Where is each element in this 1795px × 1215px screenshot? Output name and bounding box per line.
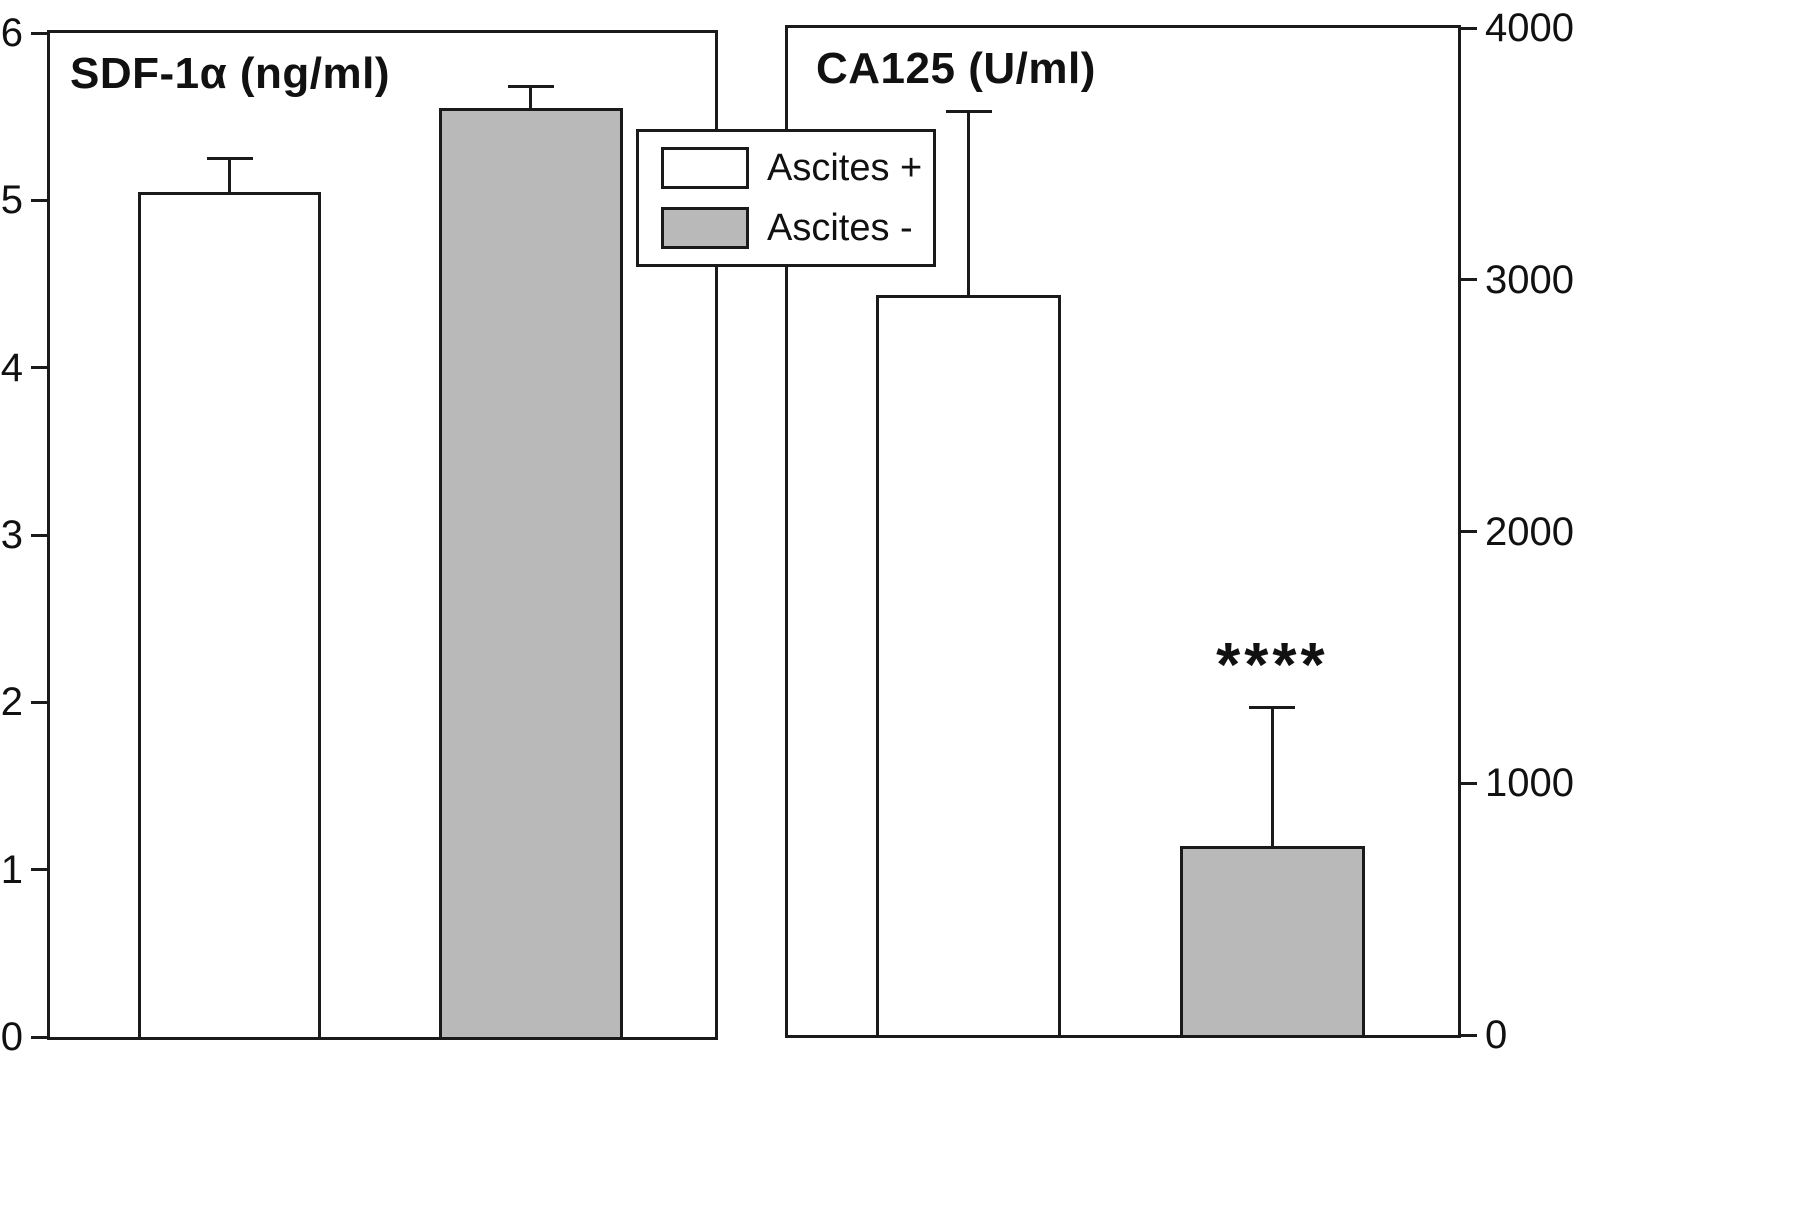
y-tick-label: 0 bbox=[1485, 1013, 1508, 1057]
error-bar-cap bbox=[945, 109, 992, 113]
axis-tick bbox=[31, 31, 47, 35]
error-bar-cap bbox=[507, 85, 554, 89]
y-tick-label: 4000 bbox=[1485, 6, 1574, 50]
bar-ascites-neg bbox=[439, 108, 623, 1037]
axis-tick bbox=[31, 198, 47, 202]
bar-ascites-pos bbox=[137, 191, 322, 1037]
bar-ascites-pos bbox=[876, 294, 1062, 1035]
axis-tick bbox=[31, 700, 47, 704]
bar-ascites-neg bbox=[1179, 846, 1365, 1035]
y-tick-label: 1 bbox=[0, 847, 23, 892]
axis-tick bbox=[31, 366, 47, 370]
panel-title-sdf1a: SDF-1α (ng/ml) bbox=[70, 49, 391, 98]
y-tick-label: 6 bbox=[0, 11, 23, 55]
panel-sdf1a: SDF-1α (ng/ml) 0 1 2 3 4 5 6 bbox=[1, 13, 718, 1057]
error-bar-line bbox=[228, 158, 232, 192]
axis-tick bbox=[31, 1035, 47, 1039]
axis-tick bbox=[1461, 530, 1477, 533]
axis-tick bbox=[31, 533, 47, 537]
panel-ca125: CA125 (U/ml) 0 1000 2000 3000 4000 **** bbox=[785, 8, 1574, 1055]
error-bar-cap bbox=[1249, 706, 1296, 710]
error-bar-line bbox=[967, 111, 971, 295]
error-bar-cap bbox=[206, 157, 253, 160]
panel-title-ca125: CA125 (U/ml) bbox=[816, 44, 1096, 93]
y-tick-label: 3000 bbox=[1485, 257, 1574, 302]
significance-annotation: **** bbox=[1216, 630, 1329, 700]
legend-label: Ascites - bbox=[767, 207, 913, 249]
legend-swatch-ascites-positive bbox=[661, 147, 749, 189]
error-bar-line bbox=[1270, 707, 1274, 847]
y-tick-label: 2 bbox=[0, 680, 23, 725]
legend-label: Ascites + bbox=[767, 147, 923, 189]
axis-tick bbox=[1461, 278, 1477, 282]
legend-swatch-ascites-negative bbox=[661, 207, 749, 249]
y-tick-label: 0 bbox=[0, 1015, 23, 1059]
axis-tick bbox=[31, 868, 47, 872]
axis-tick bbox=[1461, 781, 1477, 785]
legend-item-ascites-negative: Ascites - bbox=[661, 207, 913, 249]
y-tick-label: 5 bbox=[0, 178, 23, 223]
axis-tick bbox=[1461, 26, 1477, 30]
y-tick-label: 4 bbox=[0, 345, 23, 390]
y-tick-label: 1000 bbox=[1485, 761, 1574, 806]
axis-tick bbox=[1461, 1033, 1477, 1037]
y-tick-label: 2000 bbox=[1485, 509, 1574, 554]
legend-item-ascites-positive: Ascites + bbox=[661, 147, 922, 189]
legend: Ascites + Ascites - bbox=[636, 129, 936, 267]
error-bar-line bbox=[529, 86, 533, 109]
y-tick-label: 3 bbox=[0, 513, 23, 557]
